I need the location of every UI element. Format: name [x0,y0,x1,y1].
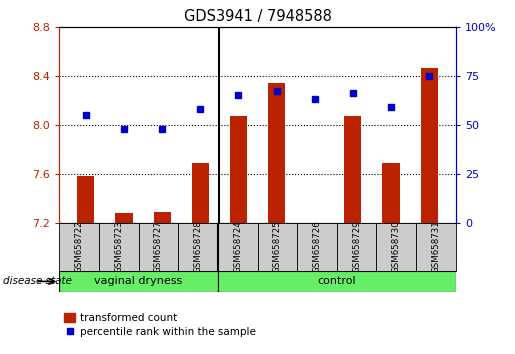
Text: vaginal dryness: vaginal dryness [94,276,183,286]
Bar [99,223,139,271]
Text: disease state: disease state [3,276,72,286]
Text: GSM658729: GSM658729 [352,221,361,273]
Bar [218,223,258,271]
Bar [59,223,99,271]
Bar [218,271,456,292]
Text: GDS3941 / 7948588: GDS3941 / 7948588 [183,9,332,24]
Bar [421,68,438,223]
Text: GSM658725: GSM658725 [273,221,282,273]
Text: GSM658722: GSM658722 [75,221,83,273]
Bar [59,271,218,292]
Bar [77,176,94,223]
Bar [153,212,170,223]
Bar [258,223,297,271]
Bar [297,223,337,271]
Text: GSM658731: GSM658731 [432,221,440,273]
Bar [345,116,362,223]
Bar [376,223,416,271]
Bar [115,213,132,223]
Text: control: control [317,276,356,286]
Bar [383,163,400,223]
Text: GSM658727: GSM658727 [154,221,163,273]
Bar [178,223,218,271]
Bar [268,83,285,223]
Text: GSM658726: GSM658726 [313,221,321,273]
Bar [230,116,247,223]
Bar [192,163,209,223]
Text: GSM658723: GSM658723 [114,221,123,273]
Text: GSM658730: GSM658730 [392,221,401,273]
Bar [337,223,376,271]
Legend: transformed count, percentile rank within the sample: transformed count, percentile rank withi… [64,313,256,337]
Bar [139,223,178,271]
Text: GSM658724: GSM658724 [233,221,242,273]
Text: GSM658728: GSM658728 [194,221,202,273]
Bar [416,223,456,271]
